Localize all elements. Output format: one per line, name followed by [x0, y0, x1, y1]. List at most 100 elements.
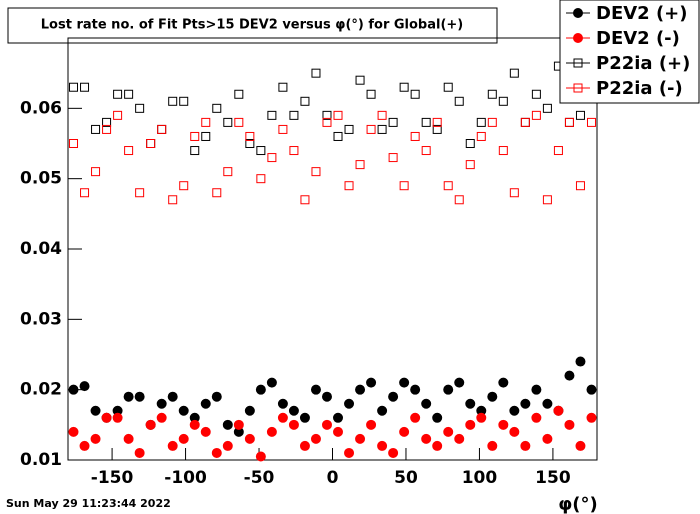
point: [146, 139, 156, 148]
point: [223, 117, 233, 127]
point: [575, 440, 586, 451]
point: [410, 384, 421, 395]
point: [432, 124, 442, 134]
point: [278, 82, 288, 92]
legend-label: DEV2 (-): [596, 28, 680, 49]
point: [288, 405, 299, 416]
point: [410, 412, 421, 423]
legend-marker: [573, 58, 583, 68]
point: [564, 117, 574, 127]
legend-marker: [573, 33, 583, 43]
point: [112, 412, 123, 423]
point: [355, 433, 366, 444]
point: [476, 412, 487, 423]
point: [178, 433, 189, 444]
legend-label: P22ia (+): [596, 53, 690, 74]
point: [553, 405, 564, 416]
point: [79, 381, 90, 392]
point: [179, 96, 189, 106]
point: [399, 426, 410, 437]
x-axis-label: φ(°): [558, 494, 598, 514]
point: [520, 117, 530, 127]
point: [542, 195, 552, 205]
point: [586, 412, 597, 423]
legend-marker: [573, 83, 583, 93]
point: [443, 82, 453, 92]
point: [443, 426, 454, 437]
point: [123, 433, 134, 444]
point: [487, 117, 497, 127]
point: [69, 82, 79, 92]
point: [267, 153, 277, 163]
point: [553, 146, 563, 156]
point: [377, 405, 388, 416]
point: [266, 377, 277, 388]
y-tick-label: 0.03: [20, 309, 62, 329]
point: [454, 96, 464, 106]
legend-marker: [573, 8, 583, 18]
point: [124, 89, 134, 99]
x-tick-label: -100: [164, 468, 207, 488]
point: [520, 117, 530, 127]
point: [102, 124, 112, 134]
point: [399, 377, 410, 388]
point: [344, 181, 354, 191]
point: [564, 419, 575, 430]
point: [476, 131, 486, 141]
point: [300, 195, 310, 205]
point: [134, 391, 145, 402]
x-tick-label: 150: [535, 468, 571, 488]
point: [135, 103, 145, 113]
point: [134, 447, 145, 458]
point: [509, 405, 520, 416]
point: [432, 117, 442, 127]
point: [333, 412, 344, 423]
point: [454, 195, 464, 205]
point: [255, 384, 266, 395]
point: [333, 110, 343, 120]
point: [531, 384, 542, 395]
point: [168, 96, 178, 106]
point: [421, 433, 432, 444]
point: [344, 124, 354, 134]
point: [421, 146, 431, 156]
point: [244, 433, 255, 444]
point: [388, 117, 398, 127]
point: [157, 124, 167, 134]
point: [509, 426, 520, 437]
point: [443, 384, 454, 395]
point: [310, 433, 321, 444]
point: [167, 391, 178, 402]
point: [244, 405, 255, 416]
point: [465, 419, 476, 430]
point: [476, 117, 486, 127]
point: [189, 419, 200, 430]
x-tick-label: 100: [462, 468, 498, 488]
point: [321, 391, 332, 402]
title-box: [7, 7, 498, 44]
point: [498, 377, 509, 388]
point: [256, 146, 266, 156]
point: [113, 89, 123, 99]
point: [520, 440, 531, 451]
y-tick-label: 0.01: [20, 450, 62, 470]
point: [564, 370, 575, 381]
point: [156, 398, 167, 409]
point: [299, 412, 310, 423]
point: [377, 124, 387, 134]
point: [299, 440, 310, 451]
point: [575, 181, 585, 191]
point: [575, 110, 585, 120]
point: [234, 117, 244, 127]
point: [190, 131, 200, 141]
point: [377, 110, 387, 120]
point: [344, 447, 355, 458]
point: [200, 426, 211, 437]
x-tick-label: 0: [327, 468, 339, 488]
point: [190, 146, 200, 156]
point: [531, 412, 542, 423]
point: [113, 110, 123, 120]
point: [487, 440, 498, 451]
point: [91, 124, 101, 134]
